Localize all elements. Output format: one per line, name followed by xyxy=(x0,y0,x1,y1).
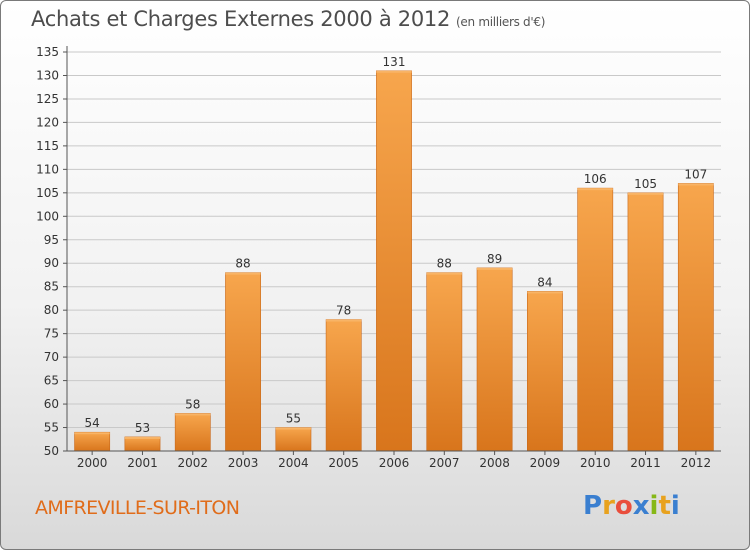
data-label-2003: 88 xyxy=(235,257,250,271)
y-tick-label: 50 xyxy=(44,444,59,458)
x-tick-label-2011: 2011 xyxy=(630,456,661,470)
title-text: Achats et Charges Externes 2000 à 2012 xyxy=(31,7,451,31)
bar-top-2003 xyxy=(225,272,261,275)
y-tick-label: 70 xyxy=(44,350,59,364)
y-tick-label: 135 xyxy=(36,45,59,59)
bar-2010 xyxy=(577,187,614,452)
x-tick-label-2003: 2003 xyxy=(228,456,259,470)
data-label-2000: 54 xyxy=(85,416,100,430)
bar-top-2000 xyxy=(74,432,110,435)
bar-top-2004 xyxy=(275,427,311,430)
bar-2003 xyxy=(225,272,261,452)
y-tick-label: 75 xyxy=(44,327,59,341)
data-label-2007: 88 xyxy=(437,257,452,271)
y-tick-label: 105 xyxy=(36,186,59,200)
proxiti-logo: Proxiti xyxy=(583,491,680,521)
bar-top-2001 xyxy=(124,436,161,439)
axes: 50 55 60 65 70 75 80 85 90 95 100 105 110 115 120 125 13… xyxy=(36,45,721,470)
x-tick-label-2001: 2001 xyxy=(127,456,158,470)
bar-2002 xyxy=(174,413,211,452)
logo-letter: i xyxy=(649,491,659,521)
data-labels: 54 53 58 88 55 78 131 88 89 84 106 105 107 xyxy=(85,55,708,435)
logo-letter: P xyxy=(583,491,603,521)
bar-2008 xyxy=(476,267,513,452)
bar-top-2007 xyxy=(426,272,462,275)
y-tick-label: 115 xyxy=(36,139,59,153)
x-tick-label-2005: 2005 xyxy=(328,456,359,470)
logo-letter: i xyxy=(670,491,680,521)
y-tick-label: 55 xyxy=(44,421,59,435)
data-label-2001: 53 xyxy=(135,421,150,435)
logo-letter: r xyxy=(602,491,615,521)
y-tick-label: 60 xyxy=(44,397,59,411)
chart-title: Achats et Charges Externes 2000 à 2012 (e… xyxy=(31,7,545,31)
bar-2007 xyxy=(426,272,463,452)
bar-2004 xyxy=(275,427,312,452)
data-label-2008: 89 xyxy=(487,252,502,266)
data-label-2012: 107 xyxy=(684,167,707,181)
y-tick-label: 80 xyxy=(44,303,59,317)
x-tick-label-2009: 2009 xyxy=(530,456,561,470)
bar-top-2009 xyxy=(527,291,563,294)
y-tick-label: 120 xyxy=(36,115,59,129)
bar-2000 xyxy=(74,431,111,452)
data-label-2005: 78 xyxy=(336,304,351,318)
y-tick-label: 90 xyxy=(44,256,59,270)
bar-2006 xyxy=(376,70,412,452)
x-tick-label-2010: 2010 xyxy=(580,456,611,470)
x-tick-label-2012: 2012 xyxy=(681,456,712,470)
y-tick-label: 85 xyxy=(44,280,59,294)
x-tick-label-2004: 2004 xyxy=(278,456,309,470)
logo-letter: o xyxy=(614,491,633,521)
x-tick-label-2007: 2007 xyxy=(429,456,460,470)
data-label-2002: 58 xyxy=(185,397,200,411)
y-tick-label: 125 xyxy=(36,92,59,106)
x-tick-label-2000: 2000 xyxy=(77,456,108,470)
y-tick-label: 130 xyxy=(36,68,59,82)
data-label-2010: 106 xyxy=(584,172,607,186)
bars xyxy=(74,70,714,452)
bar-2009 xyxy=(527,291,563,452)
bar-top-2010 xyxy=(577,188,613,191)
bar-2012 xyxy=(677,183,714,452)
bar-top-2005 xyxy=(326,319,362,322)
bar-top-2011 xyxy=(627,192,664,195)
y-tick-label: 95 xyxy=(44,233,59,247)
bar-top-2006 xyxy=(376,70,412,73)
unit-label: (en milliers d'€) xyxy=(456,15,546,29)
logo-letter: x xyxy=(632,491,650,521)
bar-top-2002 xyxy=(175,413,211,416)
bar-2001 xyxy=(124,436,161,452)
data-label-2011: 105 xyxy=(634,177,657,191)
x-tick-label-2008: 2008 xyxy=(479,456,510,470)
bar-top-2008 xyxy=(477,267,513,270)
y-tick-label: 65 xyxy=(44,374,59,388)
logo-letter: t xyxy=(658,491,671,521)
x-tick-label-2002: 2002 xyxy=(177,456,208,470)
city-name: AMFREVILLE-SUR-ITON xyxy=(35,497,240,519)
x-tick-label-2006: 2006 xyxy=(379,456,410,470)
bar-2005 xyxy=(325,319,362,452)
y-tick-label: 100 xyxy=(36,209,59,223)
data-label-2009: 84 xyxy=(537,275,552,289)
data-label-2006: 131 xyxy=(383,55,406,69)
data-label-2004: 55 xyxy=(286,412,301,426)
bar-2011 xyxy=(627,192,664,452)
y-tick-label: 110 xyxy=(36,162,59,176)
bar-top-2012 xyxy=(678,183,714,186)
